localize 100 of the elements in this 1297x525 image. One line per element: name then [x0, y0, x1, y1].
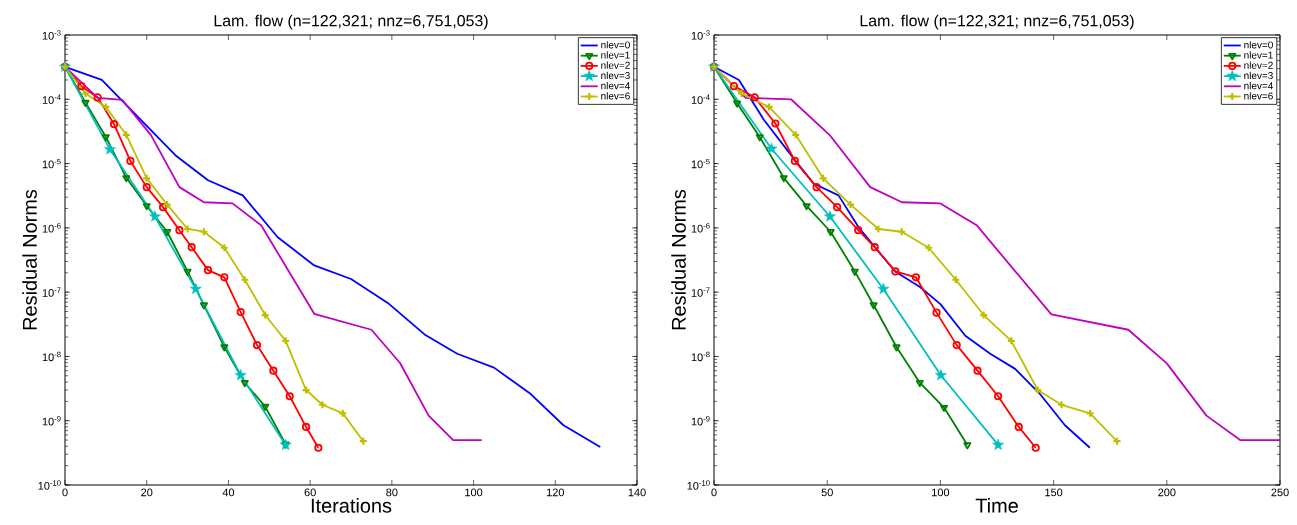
- y-axis-title: Residual Norms: [671, 189, 686, 330]
- y-tick-label: 10$^{-8}$: [691, 351, 710, 362]
- point: [891, 267, 900, 276]
- legend-label: nlev=2: [601, 61, 630, 69]
- point: [142, 203, 151, 211]
- point: [932, 308, 941, 317]
- point: [869, 302, 878, 310]
- point: [812, 183, 821, 192]
- point: [952, 341, 961, 350]
- y-tick-label: 10$^{-3}$: [42, 30, 61, 40]
- point: [301, 422, 311, 432]
- point: [826, 229, 835, 237]
- point: [934, 369, 947, 381]
- point: [992, 438, 1005, 450]
- x-axis-title: Iterations: [311, 498, 392, 513]
- point: [240, 380, 249, 388]
- legend-label: nlev=1: [601, 51, 630, 59]
- point: [765, 142, 778, 154]
- legend-label: nlev=1: [1244, 51, 1273, 59]
- point: [317, 400, 327, 410]
- x-tick-label: 120: [546, 488, 564, 497]
- y-tick-label: 10$^{-6}$: [691, 223, 710, 233]
- point: [850, 268, 859, 276]
- point: [973, 366, 982, 375]
- chart-title: Lam. flow (n=122,321; nnz=6,751,053): [860, 14, 1134, 30]
- point: [220, 344, 229, 352]
- point: [750, 93, 759, 102]
- point: [163, 229, 172, 237]
- point: [109, 120, 119, 129]
- point: [252, 341, 262, 350]
- legend-label: nlev=6: [601, 92, 630, 100]
- point: [101, 134, 110, 142]
- point: [729, 82, 739, 91]
- point: [771, 119, 780, 128]
- point: [220, 273, 229, 282]
- legend-label: nlev=0: [1244, 41, 1273, 49]
- legend-label: nlev=4: [1244, 81, 1273, 90]
- chart-title: Lam. flow (n=122,321; nnz=6,751,053): [214, 14, 488, 30]
- legend-label: nlev=4: [601, 81, 630, 90]
- point: [870, 243, 879, 252]
- point: [142, 183, 151, 192]
- x-tick-label: 0: [711, 488, 717, 497]
- y-tick-label: 10$^{-10}$: [687, 480, 710, 490]
- y-tick-label: 10$^{-5}$: [42, 158, 61, 169]
- point: [261, 403, 270, 412]
- y-tick-label: 10$^{-5}$: [691, 158, 710, 169]
- y-tick-label: 10$^{-9}$: [691, 415, 710, 426]
- point: [269, 366, 278, 375]
- legend-label: nlev=0: [601, 41, 630, 49]
- point: [187, 243, 196, 252]
- x-tick-label: 40: [222, 488, 235, 497]
- point: [285, 392, 294, 401]
- x-tick-label: 250: [1271, 488, 1289, 497]
- point: [149, 210, 161, 222]
- point: [189, 282, 202, 295]
- x-axis-title: Time: [975, 498, 1018, 513]
- point: [994, 392, 1003, 401]
- x-tick-label: 140: [628, 488, 646, 497]
- y-tick-label: 10$^{-6}$: [42, 223, 61, 233]
- x-tick-label: 60: [304, 488, 316, 497]
- point: [1014, 422, 1023, 432]
- point: [199, 302, 208, 310]
- x-tick-label: 100: [932, 488, 950, 497]
- y-tick-label: 10$^{-8}$: [42, 351, 61, 362]
- point: [158, 203, 168, 212]
- x-tick-label: 20: [141, 488, 153, 497]
- x-tick-label: 50: [821, 488, 833, 497]
- y-tick-label: 10$^{-3}$: [691, 30, 710, 40]
- point: [755, 134, 764, 142]
- x-tick-label: 80: [386, 488, 398, 497]
- y-tick-label: 10$^{-7}$: [42, 287, 61, 297]
- y-axis-title: Residual Norms: [22, 189, 37, 330]
- x-tick-label: 100: [465, 488, 483, 497]
- point: [183, 268, 192, 276]
- point: [203, 266, 213, 275]
- point: [779, 175, 788, 183]
- point: [104, 143, 116, 155]
- point: [824, 210, 836, 222]
- point: [93, 93, 102, 102]
- y-tick-label: 10$^{-4}$: [42, 94, 61, 104]
- point: [122, 175, 131, 183]
- point: [790, 156, 799, 165]
- point: [833, 203, 842, 212]
- legend-label: nlev=2: [1244, 61, 1273, 69]
- x-tick-label: 0: [62, 488, 68, 497]
- point: [126, 156, 135, 165]
- point: [175, 226, 184, 235]
- point: [892, 344, 901, 352]
- x-tick-label: 200: [1158, 488, 1176, 497]
- y-tick-label: 10$^{-7}$: [691, 287, 710, 297]
- point: [915, 380, 924, 388]
- legend-label: nlev=6: [1244, 92, 1273, 100]
- y-tick-label: 10$^{-9}$: [42, 415, 61, 426]
- point: [77, 82, 86, 91]
- x-tick-label: 150: [1045, 488, 1063, 497]
- point: [854, 226, 863, 235]
- point: [81, 99, 90, 108]
- point: [234, 369, 247, 381]
- point: [733, 100, 742, 108]
- point: [236, 307, 245, 317]
